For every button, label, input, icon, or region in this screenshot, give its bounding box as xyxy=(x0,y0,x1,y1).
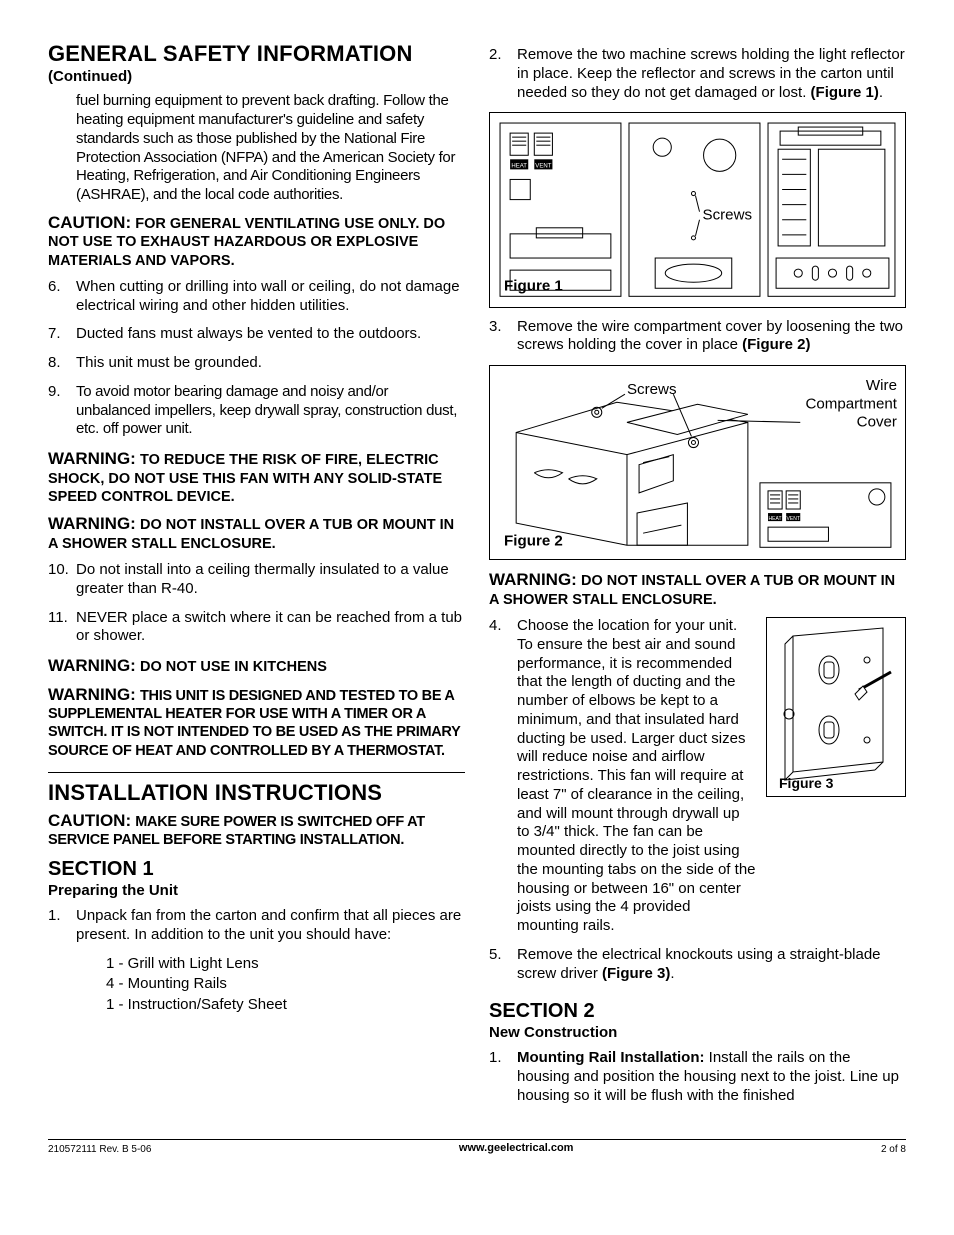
figure-2: Screws Wire Compartment Cover xyxy=(489,365,906,560)
part-item: 1 - Instruction/Safety Sheet xyxy=(106,996,465,1015)
list-item: 7.Ducted fans must always be vented to t… xyxy=(48,325,465,344)
item-number: 1. xyxy=(48,907,76,945)
safety-list-b: 10.Do not install into a ceiling thermal… xyxy=(48,561,465,646)
item-number: 8. xyxy=(48,354,76,373)
section-2-list: 1. Mounting Rail Installation: Install t… xyxy=(489,1049,906,1105)
caution-lead: CAUTION: xyxy=(48,213,131,232)
two-column-layout: GENERAL SAFETY INFORMATION (Continued) f… xyxy=(48,40,906,1115)
page-footer: 210572111 Rev. B 5-06 www.geelectrical.c… xyxy=(48,1139,906,1156)
safety-title: GENERAL SAFETY INFORMATION xyxy=(48,40,465,68)
section-1-title: SECTION 1 xyxy=(48,857,465,882)
figure-3-svg: Figure 3 xyxy=(771,622,901,792)
revision-code: 210572111 Rev. B 5-06 xyxy=(48,1144,151,1157)
warning-lead: WARNING: xyxy=(48,514,136,533)
svg-text:HEAT: HEAT xyxy=(511,164,527,170)
right-list-b: 3. Remove the wire compartment cover by … xyxy=(489,318,906,356)
warning-block-4: WARNING: THIS UNIT IS DESIGNED AND TESTE… xyxy=(48,685,465,761)
item-text: Remove the electrical knockouts using a … xyxy=(517,946,906,984)
item-number: 10. xyxy=(48,561,76,599)
section-1-subtitle: Preparing the Unit xyxy=(48,882,465,901)
item-number: 11. xyxy=(48,609,76,647)
caution-lead: CAUTION: xyxy=(48,811,131,830)
warning-lead: WARNING: xyxy=(48,656,136,675)
list-item: 10.Do not install into a ceiling thermal… xyxy=(48,561,465,599)
item-number: 1. xyxy=(489,1049,517,1105)
figure-2-svg: Screws Wire Compartment Cover xyxy=(496,372,899,553)
item-text: Mounting Rail Installation: Install the … xyxy=(517,1049,906,1105)
right-list-a: 2. Remove the two machine screws holding… xyxy=(489,46,906,102)
item-number: 5. xyxy=(489,946,517,984)
item-text: NEVER place a switch where it can be rea… xyxy=(76,609,465,647)
item-text: Choose the location for your unit. To en… xyxy=(517,617,756,936)
item-text: Remove the wire compartment cover by loo… xyxy=(517,318,906,356)
intro-paragraph: fuel burning equipment to prevent back d… xyxy=(76,92,465,205)
item-text: Ducted fans must always be vented to the… xyxy=(76,325,465,344)
item-number: 4. xyxy=(489,617,517,936)
section-2-subtitle: New Construction xyxy=(489,1024,906,1043)
item-text: When cutting or drilling into wall or ce… xyxy=(76,278,465,316)
svg-text:Figure 3: Figure 3 xyxy=(779,775,834,791)
warning-block-right: WARNING: DO NOT INSTALL OVER A TUB OR MO… xyxy=(489,570,906,609)
item-text: Unpack fan from the carton and confirm t… xyxy=(76,907,465,945)
list-item: 6.When cutting or drilling into wall or … xyxy=(48,278,465,316)
figure-1: HEAT VENT Screws xyxy=(489,112,906,307)
caution-block-1: CAUTION: FOR GENERAL VENTILATING USE ONL… xyxy=(48,213,465,270)
item-text: This unit must be grounded. xyxy=(76,354,465,373)
warning-block-1: WARNING: TO REDUCE THE RISK OF FIRE, ELE… xyxy=(48,449,465,506)
safety-list-a: 6.When cutting or drilling into wall or … xyxy=(48,278,465,439)
svg-text:VENT: VENT xyxy=(535,164,551,170)
list-item: 4. Choose the location for your unit. To… xyxy=(489,617,756,936)
section-2-title: SECTION 2 xyxy=(489,999,906,1024)
item-number: 6. xyxy=(48,278,76,316)
warning-block-3: WARNING: DO NOT USE IN KITCHENS xyxy=(48,656,465,676)
item-text: To avoid motor bearing damage and noisy … xyxy=(76,383,465,439)
item-number: 2. xyxy=(489,46,517,102)
item-number: 9. xyxy=(48,383,76,439)
warning-lead: WARNING: xyxy=(48,449,136,468)
continued-label: (Continued) xyxy=(48,68,465,87)
part-item: 4 - Mounting Rails xyxy=(106,975,465,994)
right-column: 2. Remove the two machine screws holding… xyxy=(489,40,906,1115)
item-text: Remove the two machine screws holding th… xyxy=(517,46,906,102)
list-item: 11.NEVER place a switch where it can be … xyxy=(48,609,465,647)
warning-lead: WARNING: xyxy=(489,570,577,589)
section-1-list: 1.Unpack fan from the carton and confirm… xyxy=(48,907,465,945)
list-item: 5. Remove the electrical knockouts using… xyxy=(489,946,906,984)
item-number: 7. xyxy=(48,325,76,344)
item-number: 3. xyxy=(489,318,517,356)
svg-text:HEAT: HEAT xyxy=(769,516,782,522)
caution-block-2: CAUTION: MAKE SURE POWER IS SWITCHED OFF… xyxy=(48,811,465,850)
left-column: GENERAL SAFETY INFORMATION (Continued) f… xyxy=(48,40,465,1115)
svg-text:Figure 1: Figure 1 xyxy=(504,278,563,295)
parts-sublist: 1 - Grill with Light Lens 4 - Mounting R… xyxy=(106,955,465,1015)
svg-text:Cover: Cover xyxy=(857,413,897,430)
page-number: 2 of 8 xyxy=(881,1144,906,1157)
svg-text:VENT: VENT xyxy=(787,516,800,522)
svg-text:Screws: Screws xyxy=(627,381,677,398)
list-item: 1.Unpack fan from the carton and confirm… xyxy=(48,907,465,945)
divider xyxy=(48,772,465,773)
install-title: INSTALLATION INSTRUCTIONS xyxy=(48,779,465,807)
figure-3: Figure 3 xyxy=(766,617,906,797)
warning-body: DO NOT USE IN KITCHENS xyxy=(140,659,327,675)
svg-text:Wire: Wire xyxy=(866,377,897,394)
list-item: 2. Remove the two machine screws holding… xyxy=(489,46,906,102)
footer-url: www.geelectrical.com xyxy=(459,1142,574,1156)
item-text: Do not install into a ceiling thermally … xyxy=(76,561,465,599)
list-item: 9.To avoid motor bearing damage and nois… xyxy=(48,383,465,439)
figure-1-svg: HEAT VENT Screws xyxy=(496,119,899,300)
part-item: 1 - Grill with Light Lens xyxy=(106,955,465,974)
svg-text:Figure 2: Figure 2 xyxy=(504,532,563,549)
svg-text:Screws: Screws xyxy=(703,207,753,224)
list-item: 8.This unit must be grounded. xyxy=(48,354,465,373)
warning-lead: WARNING: xyxy=(48,685,136,704)
list-item: 1. Mounting Rail Installation: Install t… xyxy=(489,1049,906,1105)
list-item: 3. Remove the wire compartment cover by … xyxy=(489,318,906,356)
warning-block-2: WARNING: DO NOT INSTALL OVER A TUB OR MO… xyxy=(48,514,465,553)
svg-text:Compartment: Compartment xyxy=(805,395,897,412)
